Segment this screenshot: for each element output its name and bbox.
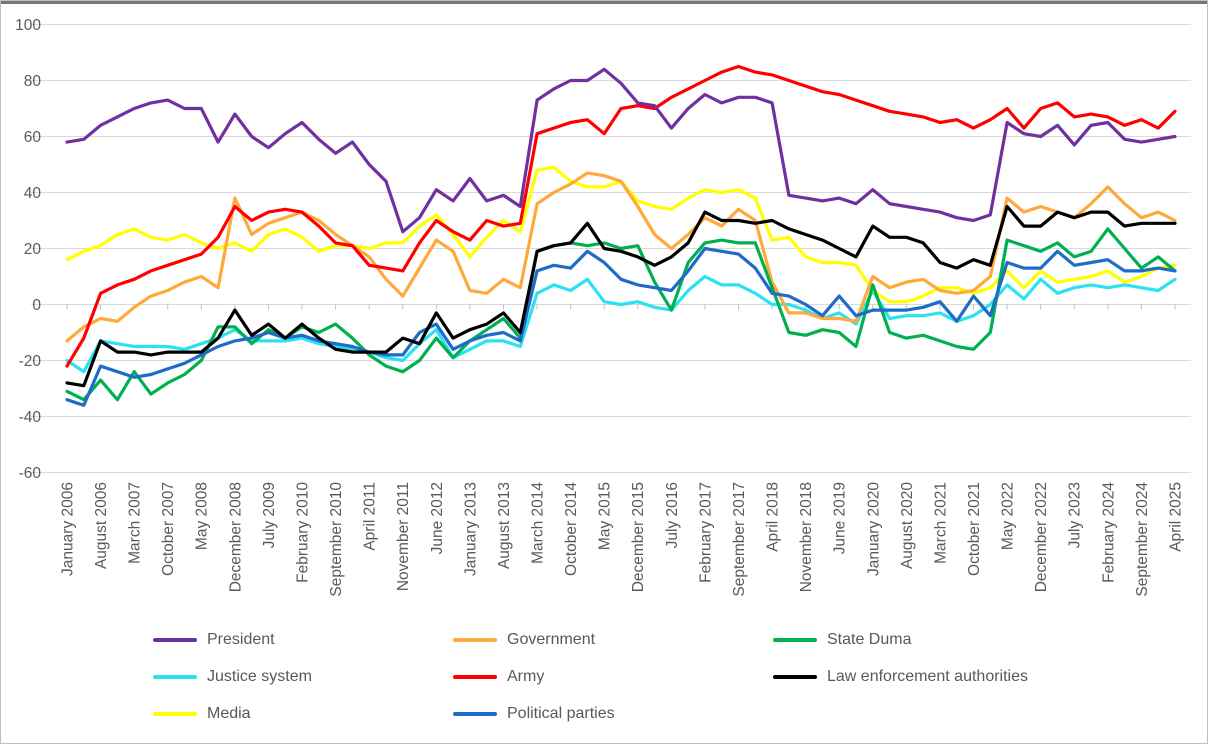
legend-item-state-duma: State Duma <box>773 631 1073 649</box>
legend-item-army: Army <box>453 668 773 686</box>
x-axis-label: January 2013 <box>462 482 479 576</box>
legend-swatch-icon <box>153 674 197 679</box>
legend-label: Justice system <box>207 667 312 685</box>
legend-swatch-icon <box>773 637 817 642</box>
legend-item-justice-system: Justice system <box>153 668 453 686</box>
x-axis-label: October 2021 <box>966 482 983 576</box>
chart-legend: President Government State Duma Justice sys… <box>153 621 1073 732</box>
y-axis-label: 20 <box>24 241 42 258</box>
legend-swatch-icon <box>453 711 497 716</box>
x-axis-label: May 2015 <box>597 482 614 550</box>
x-axis-label: September 2017 <box>731 482 748 597</box>
y-axis-label: 0 <box>32 297 41 314</box>
x-axis-label: July 2009 <box>261 482 278 548</box>
series-line-army <box>65 64 1177 368</box>
y-axis-label: -20 <box>19 353 42 370</box>
x-axis-label: May 2008 <box>194 482 211 550</box>
legend-label: Media <box>207 704 251 722</box>
legend-swatch-icon <box>453 637 497 642</box>
legend-label: Government <box>507 630 596 648</box>
y-axis-label: 80 <box>24 73 42 90</box>
x-axis-label: April 2018 <box>765 482 782 552</box>
y-axis-label: 40 <box>24 185 42 202</box>
legend-item-president: President <box>153 631 453 649</box>
series-line-state-duma <box>65 227 1177 402</box>
x-axis-label: February 2024 <box>1100 482 1117 583</box>
series-line-government <box>65 171 1177 343</box>
legend-item-political-parties: Political parties <box>453 705 773 723</box>
x-axis-label: March 2007 <box>127 482 144 564</box>
series-line-media <box>65 165 1177 304</box>
legend-label: Law enforcement authorities <box>827 667 1028 685</box>
legend-swatch-icon <box>773 674 817 679</box>
x-axis-label: March 2014 <box>529 482 546 564</box>
x-axis-label: February 2010 <box>294 482 311 583</box>
legend-label: Army <box>507 667 545 685</box>
x-axis-label: November 2011 <box>395 482 412 591</box>
x-axis-label: December 2008 <box>227 482 244 592</box>
x-axis-label: December 2015 <box>630 482 647 592</box>
x-axis-label: September 2010 <box>328 482 345 597</box>
x-axis-label: February 2017 <box>697 482 714 583</box>
x-axis-label: October 2014 <box>563 482 580 576</box>
legend-label: Political parties <box>507 704 615 722</box>
series-line-president <box>65 67 1177 234</box>
x-axis-label: January 2006 <box>59 482 76 576</box>
x-axis-label: April 2025 <box>1167 482 1184 552</box>
y-axis-label: 100 <box>15 17 41 34</box>
x-axis-label: November 2018 <box>798 482 815 592</box>
x-axis-label: December 2022 <box>1033 482 1050 592</box>
x-axis-label: March 2021 <box>932 482 949 564</box>
x-axis-label: August 2006 <box>93 482 110 569</box>
x-axis-label: June 2012 <box>429 482 446 554</box>
x-axis-label: January 2020 <box>865 482 882 576</box>
series-line-law-enforcement-authorities <box>65 204 1177 388</box>
x-axis-label: September 2024 <box>1134 482 1151 597</box>
trust-chart-svg: 100 80 60 40 20 0 -20 -40 -60 January 2006 August … <box>15 17 1191 597</box>
legend-label: State Duma <box>827 630 912 648</box>
x-axis-label: May 2022 <box>1000 482 1017 550</box>
x-axis-label: April 2011 <box>362 482 379 551</box>
legend-item-government: Government <box>453 631 773 649</box>
legend-swatch-icon <box>453 674 497 679</box>
y-axis-label: 60 <box>24 129 42 146</box>
x-axis-label: October 2007 <box>160 482 177 576</box>
x-axis-label: July 2016 <box>664 482 681 548</box>
series-line-justice-system <box>65 274 1177 374</box>
legend-swatch-icon <box>153 711 197 716</box>
x-axis-label: July 2023 <box>1067 482 1084 548</box>
x-axis-label: August 2020 <box>899 482 916 569</box>
legend-swatch-icon <box>153 637 197 642</box>
y-axis-label: -40 <box>19 409 42 426</box>
legend-item-media: Media <box>153 705 453 723</box>
series-line-political-parties <box>65 246 1177 407</box>
legend-label: President <box>207 630 275 648</box>
x-axis-label: June 2019 <box>832 482 849 554</box>
legend-item-law-enforcement-authorities: Law enforcement authorities <box>773 668 1073 686</box>
y-axis-label: -60 <box>19 465 42 482</box>
x-axis-label: August 2013 <box>496 482 513 569</box>
top-border <box>1 1 1207 4</box>
